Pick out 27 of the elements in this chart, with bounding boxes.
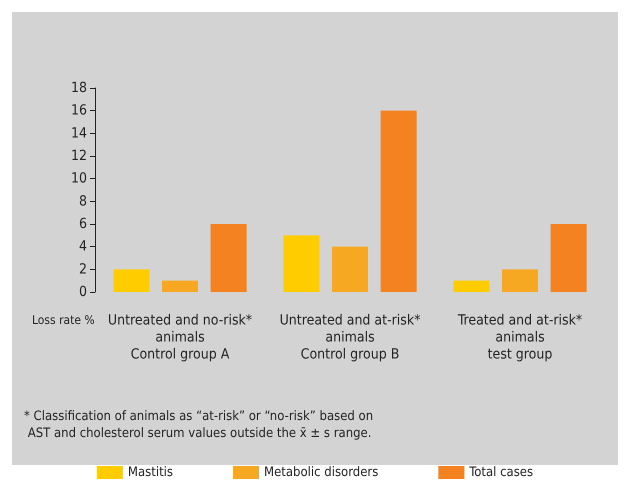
- x-tick-label: Untreated and at-risk* animals Control group B: [280, 312, 420, 362]
- bar: [380, 110, 417, 292]
- legend-label: Metabolic disorders: [264, 465, 378, 480]
- y-tick-label: 6: [78, 216, 87, 232]
- y-tick-label: 8: [78, 193, 87, 210]
- x-tick-label: Treated and at-risk* animals test group: [456, 312, 582, 362]
- y-tick-label: 2: [78, 261, 87, 278]
- legend-label: Total cases: [468, 465, 534, 480]
- text: * Classification of animals as “at-risk” or “no-risk” based on AST and cholesterol serum values outside the x̄ ± s range.: [24, 409, 374, 441]
- legend-label: Mastitis: [128, 465, 174, 480]
- bar: [332, 246, 368, 292]
- y-tick-label: 12: [70, 148, 87, 164]
- x-tick-label: Untreated and no-risk* animals Control group A: [108, 312, 252, 362]
- bar: [453, 280, 490, 292]
- y-tick-label: 16: [70, 102, 87, 119]
- bar: [113, 269, 150, 292]
- y-axis-title: Loss rate %: [32, 313, 95, 327]
- bar: [210, 224, 247, 292]
- bar: [162, 280, 198, 292]
- bar: [502, 269, 538, 292]
- y-tick-label: 10: [70, 170, 87, 187]
- y-tick-label: 4: [78, 238, 87, 255]
- bar: [550, 224, 587, 292]
- y-tick-label: 0: [78, 284, 87, 300]
- bar: [283, 235, 320, 292]
- y-tick-label: 18: [70, 80, 87, 96]
- y-tick-label: 14: [70, 125, 87, 142]
